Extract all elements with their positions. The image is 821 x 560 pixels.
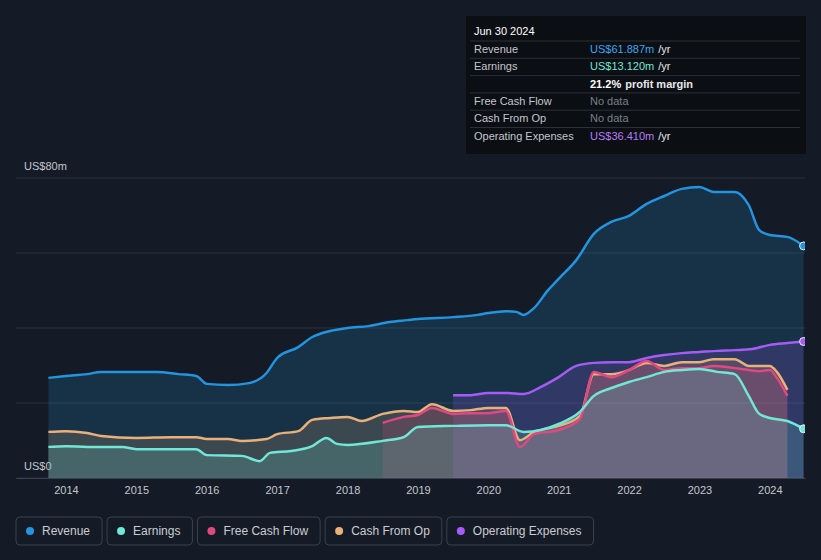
tooltip-separator [470,58,800,59]
legend-box [325,517,442,545]
tooltip-value-text: No data [590,95,629,107]
x-tick: 2017 [265,478,289,496]
end-marker [800,425,805,433]
x-tick: 2015 [125,478,149,496]
legend-swatch [335,527,343,535]
tooltip-value-text: US$61.887m [590,43,654,55]
x-tick-label: 2021 [547,484,571,496]
legend-label: Cash From Op [351,524,430,538]
tooltip-separator [470,127,800,128]
plot-area [48,187,805,478]
y-grid [16,178,805,478]
legend-item: Operating Expenses [447,517,594,545]
tooltip-value: US$13.120m/yr [590,60,671,72]
tooltip-separator [470,41,800,42]
x-tick: 2020 [477,478,501,496]
series-area [48,369,803,478]
tooltip-unit: /yr [658,60,671,72]
tooltip-box [466,16,806,154]
legend-box [197,517,320,545]
tooltip-value-text: US$13.120m [590,60,654,72]
legend-swatch [207,527,215,535]
tooltip-separator [470,92,800,93]
x-tick-label: 2020 [477,484,501,496]
x-tick: 2024 [758,478,782,496]
tooltip-label: Operating Expenses [474,130,574,142]
legend-item: Cash From Op [325,517,442,545]
tooltip-separator [470,75,800,76]
tooltip-label: Cash From Op [474,112,546,124]
legend-label: Revenue [42,524,90,538]
legend-swatch [457,527,465,535]
legend-box [447,517,594,545]
tooltip-value-text: US$36.410m [590,130,654,142]
tooltip-value: 21.2% profit margin [590,78,693,90]
chart: US$0US$80m201420152016201720182019202020… [0,0,821,560]
tooltip-title: Jun 30 2024 [474,25,535,37]
end-marker [800,242,805,250]
tooltip: Jun 30 2024 Revenue US$61.887m/yr Earnings U… [466,16,806,154]
tooltip-unit: profit margin [625,78,693,90]
tooltip-value-text: 21.2% [590,78,621,90]
x-tick-label: 2022 [617,484,641,496]
legend-label: Free Cash Flow [223,524,308,538]
x-tick: 2019 [406,478,430,496]
x-axis-line [17,478,806,479]
x-tick: 2022 [617,478,641,496]
legend-item: Earnings [107,517,192,545]
y-tick-label: US$0 [24,460,52,472]
x-tick-label: 2014 [54,484,78,496]
tooltip-unit: /yr [658,130,671,142]
tooltip-value-text: No data [590,112,629,124]
tooltip-value: No data [590,112,629,124]
tooltip-value: US$61.887m/yr [590,43,671,55]
x-tick-label: 2024 [758,484,782,496]
x-axis: 2014 2015 2016 2017 2018 2019 2020 2021 2022 2023… [17,478,806,496]
legend-box [107,517,192,545]
tooltip-value: US$36.410m/yr [590,130,671,142]
x-tick-label: 2019 [406,484,430,496]
legend-swatch [26,527,34,535]
legend-label: Earnings [133,524,180,538]
background [0,0,821,560]
series-line [48,187,803,385]
x-tick-label: 2018 [336,484,360,496]
tooltip-label: Earnings [474,60,518,72]
x-tick-label: 2017 [265,484,289,496]
legend-box [16,517,102,545]
x-tick: 2023 [688,478,712,496]
x-tick: 2021 [547,478,571,496]
x-tick-label: 2015 [125,484,149,496]
x-tick: 2018 [336,478,360,496]
x-tick: 2014 [54,478,78,496]
grid-line [16,178,805,179]
tooltip-label: Free Cash Flow [474,95,552,107]
series-line [48,369,803,461]
tooltip-separator [470,110,800,111]
tooltip-label: Revenue [474,43,518,55]
x-tick-label: 2023 [688,484,712,496]
y-tick-label: US$80m [24,160,67,172]
end-marker [800,337,805,345]
legend: Revenue Earnings Free Cash Flow Cash From O… [16,517,594,545]
legend-item: Free Cash Flow [197,517,320,545]
legend-label: Operating Expenses [473,524,582,538]
legend-item: Revenue [16,517,102,545]
series-area [48,187,803,478]
x-tick-label: 2016 [195,484,219,496]
tooltip-value: No data [590,95,629,107]
x-tick: 2016 [195,478,219,496]
tooltip-unit: /yr [658,43,671,55]
series-line [453,341,804,395]
legend-swatch [117,527,125,535]
